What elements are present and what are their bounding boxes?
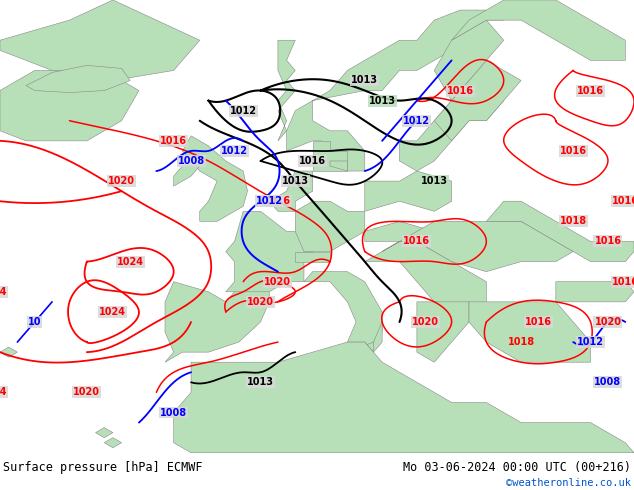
Text: 1012: 1012 bbox=[221, 146, 248, 156]
Text: 1016: 1016 bbox=[403, 237, 430, 246]
Polygon shape bbox=[434, 60, 521, 141]
Polygon shape bbox=[278, 40, 295, 141]
Polygon shape bbox=[96, 428, 113, 438]
Text: 1013: 1013 bbox=[247, 377, 274, 387]
Polygon shape bbox=[0, 347, 17, 357]
Polygon shape bbox=[104, 438, 122, 448]
Text: 1018: 1018 bbox=[560, 217, 587, 226]
Text: 1018: 1018 bbox=[508, 337, 534, 347]
Text: 1016: 1016 bbox=[160, 136, 187, 146]
Text: 1013: 1013 bbox=[368, 96, 396, 106]
Text: 1020: 1020 bbox=[74, 388, 100, 397]
Polygon shape bbox=[417, 302, 469, 362]
Text: 1024: 1024 bbox=[100, 307, 126, 317]
Polygon shape bbox=[174, 166, 200, 186]
Text: 1016: 1016 bbox=[560, 146, 586, 156]
Polygon shape bbox=[174, 342, 634, 453]
Text: 1016: 1016 bbox=[612, 277, 634, 287]
Text: 1008: 1008 bbox=[178, 156, 205, 166]
Polygon shape bbox=[304, 271, 382, 352]
Text: 1008: 1008 bbox=[160, 408, 187, 417]
Polygon shape bbox=[313, 141, 347, 171]
Polygon shape bbox=[556, 282, 634, 302]
Text: 1016: 1016 bbox=[525, 317, 552, 327]
Text: 1012: 1012 bbox=[403, 116, 430, 126]
Text: 1012: 1012 bbox=[230, 106, 257, 116]
Text: 1013: 1013 bbox=[351, 75, 378, 85]
Text: 1016: 1016 bbox=[612, 196, 634, 206]
Text: 1013: 1013 bbox=[421, 176, 448, 186]
Polygon shape bbox=[451, 0, 625, 60]
Polygon shape bbox=[295, 201, 365, 251]
Text: Mo 03-06-2024 00:00 UTC (00+216): Mo 03-06-2024 00:00 UTC (00+216) bbox=[403, 461, 631, 474]
Polygon shape bbox=[365, 221, 451, 251]
Text: 24: 24 bbox=[0, 388, 7, 397]
Polygon shape bbox=[0, 71, 139, 141]
Text: 10: 10 bbox=[28, 317, 41, 327]
Text: ©weatheronline.co.uk: ©weatheronline.co.uk bbox=[506, 478, 631, 488]
Polygon shape bbox=[399, 80, 504, 171]
Polygon shape bbox=[269, 171, 313, 211]
Polygon shape bbox=[287, 10, 504, 171]
Polygon shape bbox=[26, 65, 130, 93]
Text: 1008: 1008 bbox=[595, 377, 621, 387]
Text: 1020: 1020 bbox=[595, 317, 621, 327]
Text: 1020: 1020 bbox=[247, 297, 274, 307]
Polygon shape bbox=[183, 136, 247, 221]
Text: 1016: 1016 bbox=[447, 86, 474, 96]
Text: 1013: 1013 bbox=[281, 176, 309, 186]
Polygon shape bbox=[434, 20, 504, 100]
Text: 1016: 1016 bbox=[264, 196, 292, 206]
Text: 1016: 1016 bbox=[299, 156, 326, 166]
Polygon shape bbox=[165, 282, 269, 362]
Polygon shape bbox=[469, 302, 591, 362]
Text: 1012: 1012 bbox=[256, 196, 283, 206]
Text: Surface pressure [hPa] ECMWF: Surface pressure [hPa] ECMWF bbox=[3, 461, 203, 474]
Polygon shape bbox=[382, 221, 573, 271]
Text: 1024: 1024 bbox=[117, 257, 144, 267]
Polygon shape bbox=[347, 342, 373, 362]
Polygon shape bbox=[226, 211, 313, 292]
Text: 1016: 1016 bbox=[577, 86, 604, 96]
Text: 1020: 1020 bbox=[264, 277, 292, 287]
Polygon shape bbox=[365, 242, 486, 322]
Polygon shape bbox=[330, 161, 347, 171]
Text: 1020: 1020 bbox=[412, 317, 439, 327]
Text: 1016: 1016 bbox=[595, 237, 621, 246]
Text: 1012: 1012 bbox=[577, 337, 604, 347]
Polygon shape bbox=[486, 201, 634, 262]
Polygon shape bbox=[365, 322, 382, 352]
Polygon shape bbox=[0, 0, 200, 80]
Polygon shape bbox=[295, 251, 330, 262]
Text: 1020: 1020 bbox=[108, 176, 135, 186]
Polygon shape bbox=[347, 342, 373, 362]
Polygon shape bbox=[365, 171, 451, 211]
Text: 24: 24 bbox=[0, 287, 7, 297]
